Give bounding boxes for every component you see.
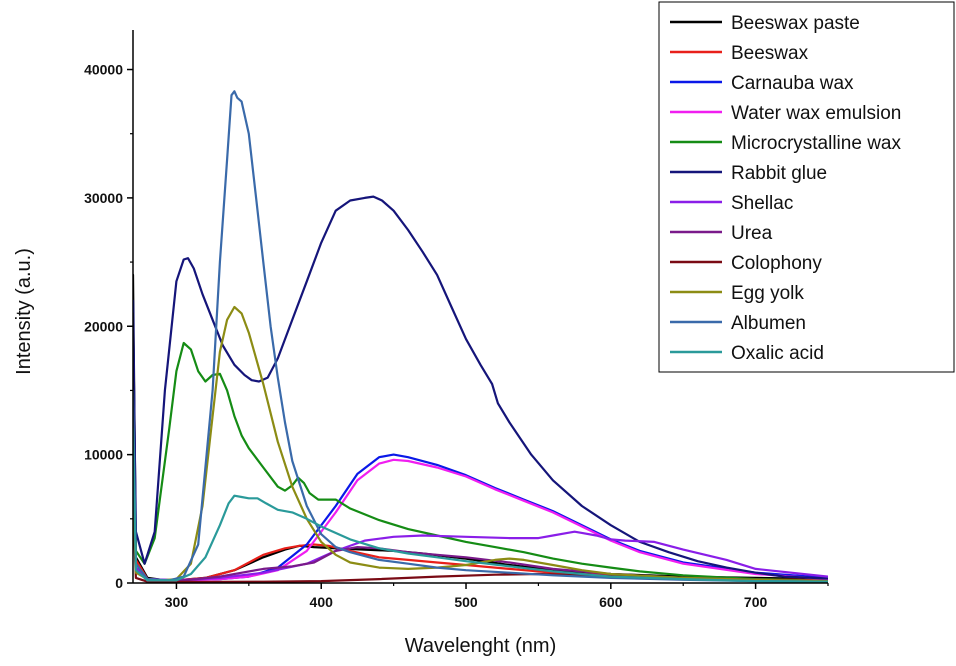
x-tick-label: 300: [165, 594, 189, 610]
x-tick-label: 600: [599, 594, 623, 610]
plot-lines: [133, 90, 828, 583]
legend-label: Beeswax: [731, 43, 809, 64]
x-tick-label: 500: [454, 594, 478, 610]
legend-label: Microcrystalline wax: [731, 133, 901, 154]
axes: 300 400 500 600 700 0 10000 20000 30000 40000: [84, 30, 829, 610]
legend-label: Carnauba wax: [731, 73, 854, 94]
y-axis-label: Intensity (a.u.): [13, 248, 35, 375]
y-tick-label: 30000: [84, 190, 123, 206]
legend-label: Egg yolk: [731, 283, 804, 304]
legend-box: [658, 1, 955, 373]
y-tick-label: 10000: [84, 447, 123, 463]
legend-label: Rabbit glue: [731, 163, 827, 184]
y-tick-label: 20000: [84, 318, 123, 334]
series-line-7: [133, 479, 828, 582]
legend: Beeswax paste Beeswax Carnauba wax Water wa…: [658, 1, 955, 373]
series-line-12: [133, 427, 828, 583]
x-tick-label: 400: [310, 594, 334, 610]
y-tick-label: 0: [115, 575, 123, 591]
y-tick-label: 40000: [84, 62, 123, 78]
series-line-8: [133, 466, 828, 583]
x-tick-label: 700: [744, 594, 768, 610]
x-axis-label: Wavelenght (nm): [405, 635, 557, 657]
legend-label: Water wax emulsion: [731, 103, 901, 124]
series-line-10: [133, 305, 828, 583]
legend-label: Beeswax paste: [731, 13, 860, 34]
series-line-5: [133, 341, 828, 583]
legend-label: Albumen: [731, 313, 806, 334]
series-line-6: [133, 195, 828, 580]
legend-label: Urea: [731, 223, 773, 244]
legend-label: Colophony: [731, 253, 822, 274]
legend-label: Shellac: [731, 193, 793, 214]
series-line-11: [133, 90, 828, 583]
legend-label: Oxalic acid: [731, 343, 824, 364]
